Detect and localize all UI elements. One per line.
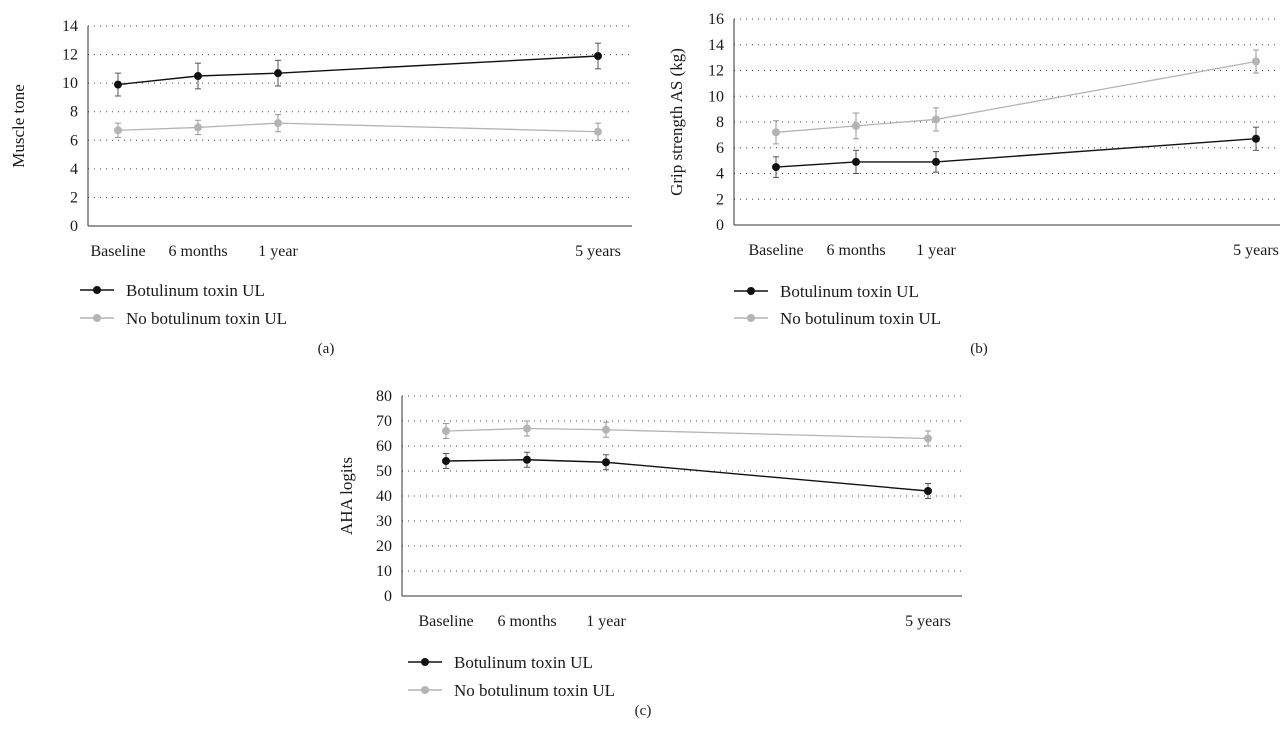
data-point bbox=[114, 126, 122, 135]
y-tick-label: 2 bbox=[70, 189, 78, 206]
y-tick-label: 6 bbox=[70, 132, 78, 149]
y-tick-label: 12 bbox=[62, 47, 78, 64]
legend-label: No botulinum toxin UL bbox=[454, 681, 615, 700]
y-tick-label: 30 bbox=[376, 513, 392, 530]
data-point bbox=[924, 434, 932, 443]
y-tick-label: 12 bbox=[708, 63, 724, 80]
y-tick-label: 14 bbox=[708, 37, 724, 54]
data-point bbox=[852, 157, 860, 166]
legend-label: Botulinum toxin UL bbox=[454, 653, 593, 672]
panel-c: 0 10 20 30 40 50 60 70 80 Baseline 6 months 1 year 5… bbox=[337, 388, 962, 719]
x-tick-label: Baseline bbox=[748, 242, 803, 259]
legend-marker bbox=[421, 658, 429, 666]
data-point bbox=[194, 72, 202, 80]
y-tick-label: 0 bbox=[716, 217, 724, 234]
y-axis-label: Muscle tone bbox=[9, 84, 28, 168]
x-tick-label: 1 year bbox=[586, 613, 626, 630]
data-point bbox=[523, 455, 531, 464]
y-tick-label: 10 bbox=[708, 88, 724, 105]
y-tick-label: 6 bbox=[716, 140, 724, 157]
legend-label: No botulinum toxin UL bbox=[780, 309, 941, 328]
legend-marker bbox=[93, 314, 101, 322]
series-line bbox=[445, 427, 929, 440]
data-point bbox=[924, 487, 932, 495]
y-axis-label: AHA logits bbox=[337, 457, 356, 535]
data-point bbox=[1252, 57, 1260, 66]
data-point bbox=[772, 128, 780, 137]
y-tick-label: 2 bbox=[716, 191, 724, 208]
x-tick-label: Baseline bbox=[418, 613, 473, 630]
x-tick-label: Baseline bbox=[90, 243, 145, 260]
y-tick-label: 8 bbox=[70, 104, 78, 121]
y-tick-label: 60 bbox=[376, 438, 392, 455]
series-line bbox=[775, 60, 1257, 133]
data-point bbox=[932, 115, 940, 124]
data-point bbox=[1252, 134, 1260, 143]
data-point bbox=[523, 424, 531, 433]
y-tick-label: 0 bbox=[70, 218, 78, 235]
x-tick-label: 5 years bbox=[1233, 242, 1279, 259]
y-tick-label: 8 bbox=[716, 114, 724, 131]
x-tick-label: 5 years bbox=[905, 613, 951, 630]
data-point bbox=[274, 69, 282, 78]
legend-label: Botulinum toxin UL bbox=[126, 281, 265, 300]
data-point bbox=[194, 123, 202, 132]
x-tick-label: 5 years bbox=[575, 243, 621, 260]
panel-label: (b) bbox=[970, 341, 988, 357]
data-point bbox=[274, 119, 282, 128]
data-point bbox=[442, 427, 450, 435]
legend-marker bbox=[421, 686, 429, 694]
y-tick-label: 0 bbox=[384, 588, 392, 605]
x-tick-label: 1 year bbox=[258, 243, 298, 260]
panel-label: (c) bbox=[635, 703, 652, 719]
legend-marker bbox=[93, 286, 101, 294]
legend-label: Botulinum toxin UL bbox=[780, 282, 919, 301]
y-tick-label: 80 bbox=[376, 388, 392, 405]
data-point bbox=[602, 425, 610, 434]
data-point bbox=[442, 457, 450, 465]
y-tick-label: 40 bbox=[376, 488, 392, 505]
series-line bbox=[117, 55, 599, 86]
y-tick-label: 4 bbox=[70, 161, 78, 178]
legend-label: No botulinum toxin UL bbox=[126, 309, 287, 328]
data-point bbox=[852, 121, 860, 130]
y-tick-label: 14 bbox=[62, 18, 78, 35]
data-point bbox=[114, 80, 122, 89]
series-line bbox=[445, 459, 929, 492]
x-tick-label: 6 months bbox=[497, 613, 556, 630]
y-tick-label: 4 bbox=[716, 166, 724, 183]
data-point bbox=[932, 157, 940, 166]
panel-b: 0 2 4 6 8 10 12 14 16 Baseline 6 months 1 year 5 yea… bbox=[667, 11, 1280, 357]
panel-a: 0 2 4 6 8 10 12 14 Baseline 6 months 1 year 5 years… bbox=[9, 18, 632, 357]
y-tick-label: 70 bbox=[376, 413, 392, 430]
y-tick-label: 10 bbox=[62, 75, 78, 92]
y-tick-label: 50 bbox=[376, 463, 392, 480]
series-line bbox=[775, 138, 1257, 168]
series-line bbox=[117, 122, 599, 133]
legend-marker bbox=[747, 287, 755, 295]
data-point bbox=[594, 52, 602, 60]
x-tick-label: 6 months bbox=[826, 242, 885, 259]
y-tick-label: 20 bbox=[376, 538, 392, 555]
data-point bbox=[772, 163, 780, 172]
data-point bbox=[602, 458, 610, 467]
data-point bbox=[594, 127, 602, 136]
y-tick-label: 10 bbox=[376, 563, 392, 580]
x-tick-label: 1 year bbox=[916, 242, 956, 259]
y-axis-label: Grip strength AS (kg) bbox=[667, 48, 686, 196]
y-tick-label: 16 bbox=[708, 11, 724, 28]
panel-label: (a) bbox=[318, 341, 335, 357]
legend-marker bbox=[747, 314, 755, 322]
x-tick-label: 6 months bbox=[168, 243, 227, 260]
